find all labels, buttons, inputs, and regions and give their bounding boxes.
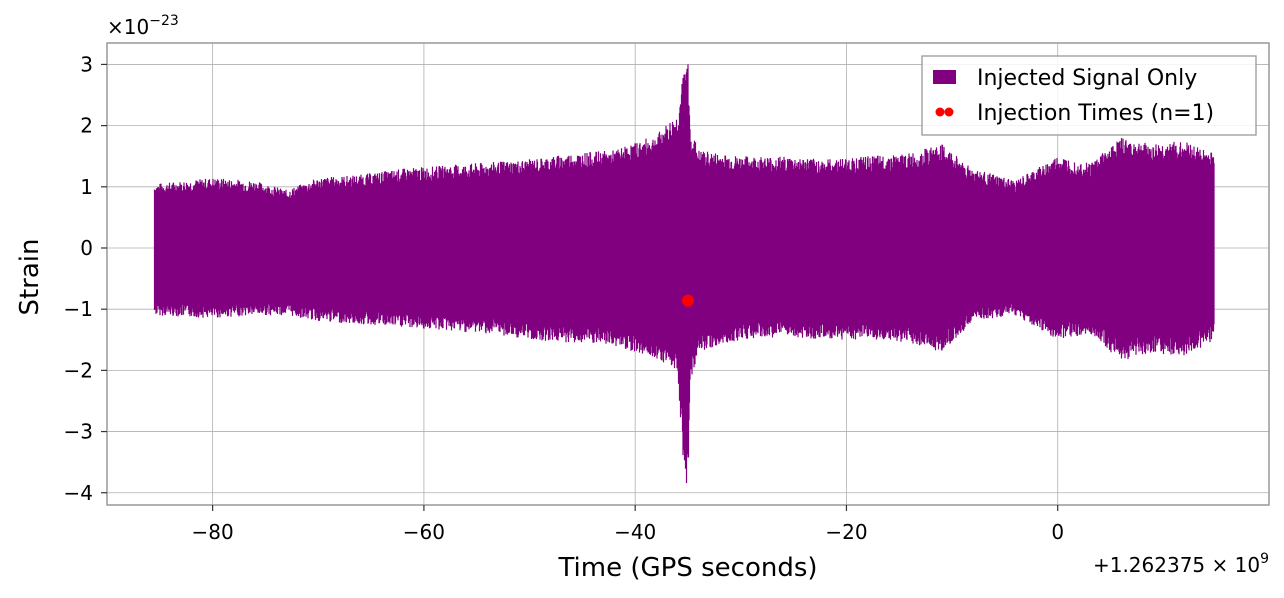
x-tick-label: −80 [192,520,234,544]
axes-frame [106,42,1270,506]
injection-point [682,294,694,307]
x-offset-base: +1.262375 × 10 [1093,553,1260,577]
legend-marker-injection [935,107,945,117]
y-tick-label: 2 [80,114,93,138]
tick-marks [101,63,1059,511]
legend-swatch-signal [933,70,956,84]
y-tick-label: −1 [64,297,93,321]
legend-label-signal: Injected Signal Only [977,66,1197,91]
y-tick-label: −3 [64,420,93,444]
x-axis-title: Time (GPS seconds) [557,553,817,583]
x-tick-label: −20 [825,520,867,544]
x-offset-label: +1.262375 × 109 [1093,551,1269,577]
y-axis-title: Strain [15,238,45,315]
legend-marker-injection [944,107,954,117]
signal-series [153,64,1215,484]
x-tick-label: −60 [403,520,445,544]
y-tick-label: −2 [64,358,93,382]
legend: Injected Signal Only Injection Times (n=… [921,55,1257,136]
y-tick-label: −4 [64,481,93,505]
y-multiplier-base: ×10 [107,15,149,39]
x-tick-label: −40 [614,520,656,544]
injection-points [682,294,694,307]
y-tick-label: 0 [80,236,93,260]
y-multiplier-label: ×10−23 [107,13,179,39]
x-offset-exponent: 9 [1260,551,1269,567]
legend-box [921,55,1257,136]
x-tick-label: 0 [1051,520,1064,544]
y-tick-label: 3 [80,52,93,76]
signal-core [154,98,1215,439]
y-tick-label: 1 [80,175,93,199]
y-multiplier-exponent: −23 [149,13,179,29]
legend-label-injection: Injection Times (n=1) [977,101,1214,126]
